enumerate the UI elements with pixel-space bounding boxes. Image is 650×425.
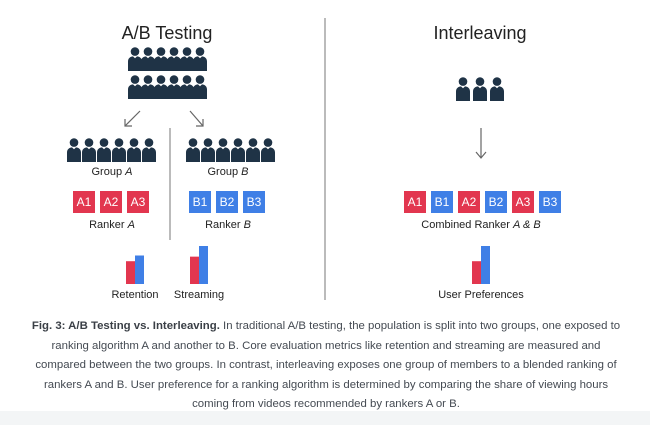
arrow-down-icon bbox=[124, 110, 141, 127]
ranking-item-label: B3 bbox=[247, 195, 262, 209]
streaming-label: Streaming bbox=[174, 289, 224, 301]
person-icon bbox=[186, 138, 200, 162]
person-icon bbox=[180, 75, 194, 99]
person-icon bbox=[97, 138, 111, 162]
ranking-item-label: B2 bbox=[220, 195, 235, 209]
ranking-item-label: B1 bbox=[435, 195, 450, 209]
person-icon bbox=[167, 47, 181, 71]
ab-vs-interleaving-diagram: A/B Testing Interleaving Group A Group B… bbox=[67, 18, 561, 301]
person-icon bbox=[216, 138, 230, 162]
metric-bar-b bbox=[135, 255, 144, 284]
person-icon bbox=[82, 138, 96, 162]
ranking-item-box bbox=[243, 191, 265, 213]
person-icon bbox=[193, 75, 207, 99]
person-icon bbox=[154, 75, 168, 99]
ranking-item-box bbox=[458, 191, 480, 213]
ranking-item-label: A3 bbox=[516, 195, 531, 209]
ab-testing-title: A/B Testing bbox=[122, 23, 213, 43]
person-icon bbox=[193, 47, 207, 71]
metric-charts bbox=[126, 246, 490, 284]
group-a-people bbox=[67, 138, 156, 162]
group-a-label: Group A bbox=[92, 166, 133, 178]
person-icon bbox=[490, 77, 504, 101]
ranking-item-box bbox=[73, 191, 95, 213]
person-icon bbox=[456, 77, 470, 101]
interleaving-title: Interleaving bbox=[433, 23, 526, 43]
ranker-a-items: A1 A2 A3 bbox=[73, 191, 149, 213]
figure-caption: Fig. 3: A/B Testing vs. Interleaving. In… bbox=[26, 317, 626, 415]
metric-bar-a bbox=[472, 261, 481, 284]
footer-strip bbox=[0, 411, 650, 425]
arrow-down-icon bbox=[475, 128, 487, 159]
ranking-item-box bbox=[512, 191, 534, 213]
ranking-item-box bbox=[127, 191, 149, 213]
ranking-item-label: B3 bbox=[543, 195, 558, 209]
ranking-item-label: B1 bbox=[193, 195, 208, 209]
ranker-b-items: B1 B2 B3 bbox=[189, 191, 265, 213]
combined-ranker-items: A1 B1 A2 B2 A3 B3 bbox=[404, 191, 561, 213]
person-icon bbox=[128, 47, 142, 71]
metric-bar-a bbox=[190, 256, 199, 284]
ranking-item-box bbox=[431, 191, 453, 213]
ranking-item-label: A2 bbox=[104, 195, 119, 209]
person-icon bbox=[473, 77, 487, 101]
person-icon bbox=[112, 138, 126, 162]
ranking-item-box bbox=[100, 191, 122, 213]
arrow-down-icon bbox=[189, 110, 204, 127]
person-icon bbox=[142, 138, 156, 162]
person-icon bbox=[180, 47, 194, 71]
person-icon bbox=[128, 75, 142, 99]
group-b-people bbox=[186, 138, 275, 162]
person-icon bbox=[127, 138, 141, 162]
ranking-item-box bbox=[189, 191, 211, 213]
ranking-item-label: A1 bbox=[408, 195, 423, 209]
person-icon bbox=[231, 138, 245, 162]
person-icon bbox=[141, 47, 155, 71]
ranking-item-label: A2 bbox=[462, 195, 477, 209]
person-icon bbox=[201, 138, 215, 162]
person-icon bbox=[154, 47, 168, 71]
ab-population bbox=[128, 47, 207, 99]
person-icon bbox=[167, 75, 181, 99]
combined-ranker-label: Combined Ranker A & B bbox=[421, 219, 540, 231]
person-icon bbox=[141, 75, 155, 99]
caption-body: In traditional A/B testing, the populati… bbox=[35, 320, 621, 410]
ranking-item-label: A1 bbox=[77, 195, 92, 209]
ranker-b-label: Ranker B bbox=[205, 219, 251, 231]
person-icon bbox=[261, 138, 275, 162]
metric-bar-b bbox=[199, 246, 208, 284]
user-preferences-label: User Preferences bbox=[438, 289, 524, 301]
ranking-item-box bbox=[539, 191, 561, 213]
ranking-item-box bbox=[485, 191, 507, 213]
ranking-item-label: B2 bbox=[489, 195, 504, 209]
person-icon bbox=[67, 138, 81, 162]
ranker-a-label: Ranker A bbox=[89, 219, 135, 231]
retention-label: Retention bbox=[111, 289, 158, 301]
ranking-item-box bbox=[404, 191, 426, 213]
group-b-label: Group B bbox=[208, 166, 249, 178]
ranking-item-box bbox=[216, 191, 238, 213]
metric-bar-a bbox=[126, 261, 135, 284]
person-icon bbox=[246, 138, 260, 162]
ranking-item-label: A3 bbox=[131, 195, 146, 209]
interleaving-people bbox=[456, 77, 504, 101]
caption-title: Fig. 3: A/B Testing vs. Interleaving. bbox=[31, 320, 220, 332]
metric-bar-b bbox=[481, 246, 490, 284]
